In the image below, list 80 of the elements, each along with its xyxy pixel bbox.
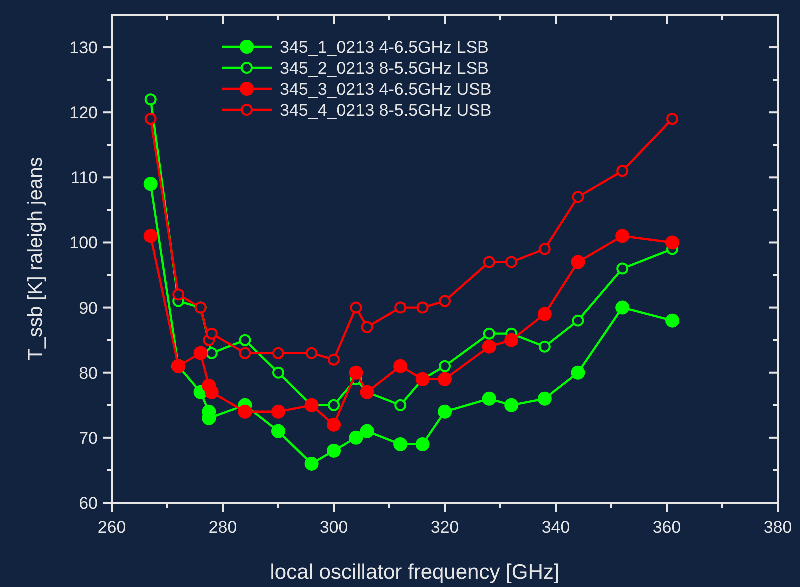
point bbox=[206, 328, 218, 340]
point bbox=[416, 302, 429, 314]
point bbox=[360, 424, 374, 438]
point bbox=[394, 302, 407, 314]
point bbox=[272, 347, 284, 360]
point bbox=[349, 430, 364, 445]
point bbox=[204, 385, 219, 400]
point bbox=[616, 229, 630, 244]
x-tick-label: 260 bbox=[98, 518, 126, 537]
point bbox=[306, 347, 318, 360]
x-tick-label: 280 bbox=[208, 518, 238, 537]
y-tick-label: 100 bbox=[70, 234, 98, 253]
y-axis-title: T_ssb [K] raleigh jeans bbox=[25, 157, 47, 361]
point bbox=[349, 366, 364, 380]
x-tick-label: 360 bbox=[652, 518, 682, 537]
point bbox=[194, 346, 208, 360]
point bbox=[144, 113, 157, 126]
point bbox=[616, 165, 629, 178]
point bbox=[616, 262, 629, 275]
point bbox=[538, 243, 551, 256]
legend-label: 345_3_0213 4-6.5GHz USB bbox=[280, 80, 492, 99]
point bbox=[572, 191, 584, 204]
point bbox=[483, 256, 496, 268]
point bbox=[538, 392, 552, 406]
x-axis-title: local oscillator frequency [GHz] bbox=[270, 561, 560, 584]
point bbox=[416, 437, 430, 452]
point bbox=[482, 340, 496, 354]
point bbox=[144, 177, 158, 192]
x-tick-label: 340 bbox=[542, 518, 570, 537]
point bbox=[327, 418, 341, 432]
point bbox=[394, 437, 408, 452]
point bbox=[272, 366, 284, 379]
point bbox=[144, 229, 158, 244]
point bbox=[504, 398, 519, 412]
legend-label: 345_1_0213 4-6.5GHz LSB bbox=[280, 38, 489, 57]
point bbox=[572, 314, 584, 327]
point bbox=[616, 300, 630, 315]
point bbox=[172, 288, 185, 301]
y-tick-label: 110 bbox=[70, 168, 98, 188]
point bbox=[439, 295, 451, 308]
x-tick-label: 300 bbox=[320, 518, 348, 537]
point bbox=[506, 256, 518, 268]
x-tick-label: 380 bbox=[764, 518, 792, 537]
y-tick-label: 80 bbox=[79, 364, 98, 383]
point bbox=[328, 399, 340, 412]
point bbox=[327, 444, 341, 458]
point bbox=[504, 333, 519, 348]
point bbox=[438, 404, 452, 419]
point bbox=[571, 255, 586, 270]
point bbox=[238, 404, 252, 419]
point bbox=[666, 236, 680, 250]
point bbox=[666, 314, 680, 328]
point bbox=[239, 334, 252, 346]
point bbox=[328, 354, 340, 366]
point bbox=[483, 328, 496, 340]
legend-label: 345_4_0213 8-5.5GHz USB bbox=[280, 101, 492, 120]
point bbox=[361, 321, 374, 334]
y-tick-label: 70 bbox=[79, 428, 98, 448]
point bbox=[538, 307, 552, 322]
point bbox=[350, 302, 362, 314]
point bbox=[666, 113, 679, 126]
point bbox=[438, 372, 452, 386]
point bbox=[394, 359, 408, 374]
point bbox=[206, 347, 218, 360]
point bbox=[144, 94, 157, 106]
point bbox=[571, 366, 586, 380]
point bbox=[538, 340, 551, 353]
x-tick-label: 320 bbox=[430, 518, 460, 537]
y-tick-label: 60 bbox=[79, 494, 98, 513]
point bbox=[482, 392, 496, 406]
point bbox=[239, 347, 252, 360]
point bbox=[439, 360, 451, 372]
point bbox=[272, 424, 286, 438]
y-tick-label: 90 bbox=[79, 298, 98, 318]
point bbox=[272, 404, 286, 419]
point bbox=[394, 399, 407, 412]
y-tick-label: 130 bbox=[70, 38, 98, 58]
y-tick-label: 120 bbox=[70, 104, 98, 123]
point bbox=[304, 456, 319, 471]
legend-label: 345_2_0213 8-5.5GHz LSB bbox=[280, 59, 489, 78]
